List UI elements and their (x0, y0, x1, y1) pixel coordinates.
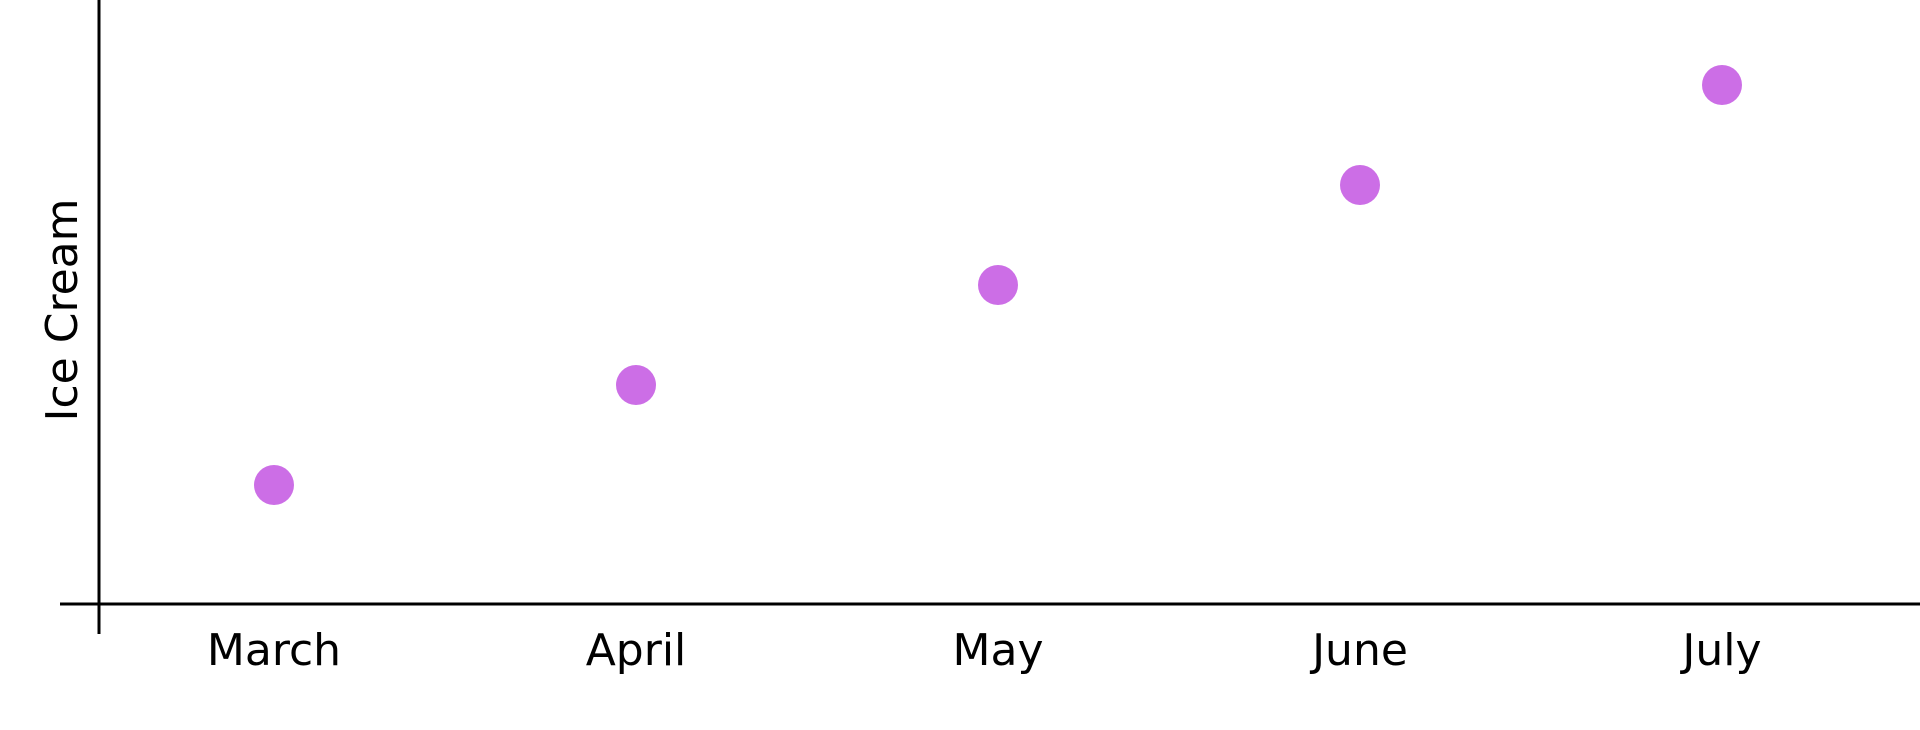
data-point-march (254, 465, 294, 505)
x-tick-label-april: April (586, 625, 687, 676)
data-point-july (1702, 65, 1742, 105)
data-point-may (978, 265, 1018, 305)
x-tick-label-march: March (207, 625, 341, 676)
x-tick-label-june: June (1309, 625, 1408, 676)
data-points (254, 65, 1742, 505)
y-axis-label: Ice Cream (37, 199, 88, 422)
x-tick-label-july: July (1679, 625, 1761, 676)
x-tick-labels: March April May June July (207, 625, 1762, 676)
x-tick-label-may: May (953, 625, 1044, 676)
data-point-june (1340, 165, 1380, 205)
data-point-april (616, 365, 656, 405)
